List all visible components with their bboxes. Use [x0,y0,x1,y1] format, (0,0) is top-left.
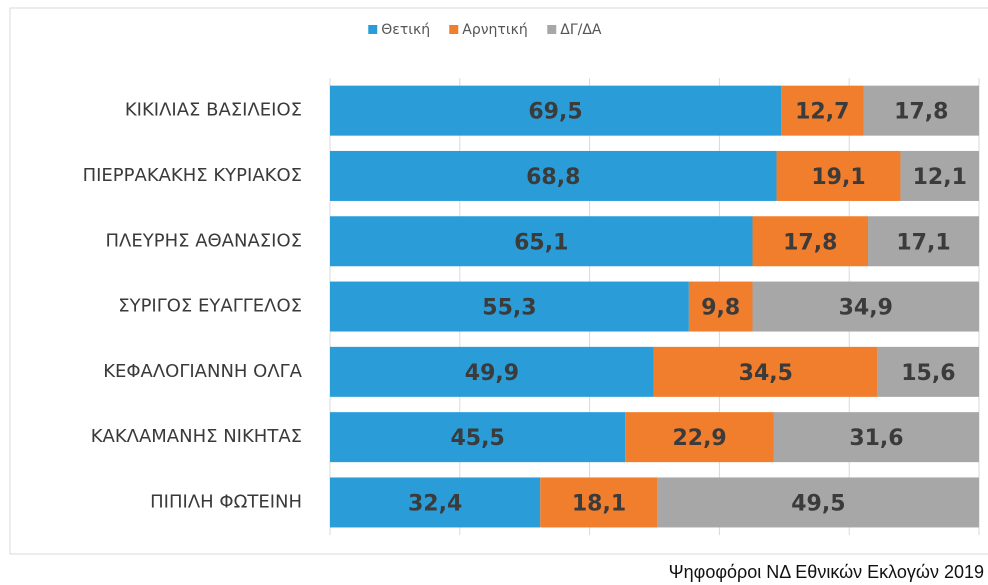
bar-segment [868,216,979,267]
data-label: 45,5 [451,426,505,451]
legend-swatch [368,25,378,34]
bar-segment [657,477,979,528]
bar-segment [752,216,869,267]
category-label: ΠΛΕΥΡΗΣ ΑΘΑΝΑΣΙΟΣ [106,230,303,251]
bar-segment [776,150,901,201]
bar-segment [330,477,541,528]
bar-segment [863,85,979,136]
bar-segment [900,150,979,201]
category-label: ΚΙΚΙΛΙΑΣ ΒΑΣΙΛΕΙΟΣ [125,100,302,121]
bar-segment [773,412,979,463]
data-label: 34,5 [739,361,793,386]
data-label: 18,1 [572,491,626,516]
data-label: 49,9 [465,361,519,386]
legend-label: ΔΓ/ΔΑ [560,22,602,38]
legend-swatch [547,25,557,34]
data-label: 69,5 [528,100,582,125]
category-label: ΣΥΡΙΓΟΣ ΕΥΑΓΓΕΛΟΣ [118,296,302,317]
category-label: ΠΙΕΡΡΑΚΑΚΗΣ ΚΥΡΙΑΚΟΣ [83,165,302,186]
data-label: 17,8 [894,100,948,125]
category-label: ΚΑΚΛΑΜΑΝΗΣ ΝΙΚΗΤΑΣ [91,426,302,447]
bar-segment [688,281,753,332]
data-label: 22,9 [672,426,726,451]
category-label: ΠΙΠΙΛΗ ΦΩΤΕΙΝΗ [150,491,302,512]
data-label: 34,9 [839,296,893,321]
legend-label: Θετική [381,22,430,38]
data-label: 65,1 [514,230,568,255]
bar-segment [625,412,774,463]
data-label: 9,8 [701,296,740,321]
data-label: 12,1 [913,165,967,190]
data-label: 17,1 [896,230,950,255]
data-label: 31,6 [849,426,903,451]
bar-segment [330,150,777,201]
source-note: Ψηφοφόροι ΝΔ Εθνικών Εκλογών 2019 [669,562,984,582]
data-label: 12,7 [795,100,849,125]
bar-segment [330,412,626,463]
data-label: 32,4 [408,491,462,516]
data-label: 15,6 [901,361,955,386]
bar-segment [330,85,782,136]
bar-segment [540,477,658,528]
legend-swatch [449,25,459,34]
bar-segment [781,85,864,136]
data-label: 19,1 [811,165,865,190]
data-label: 55,3 [482,296,536,321]
bar-segment [330,281,689,332]
bar-segment [752,281,979,332]
bar-segment [877,346,979,397]
category-label: ΚΕΦΑΛΟΓΙΑΝΝΗ ΟΛΓΑ [103,361,302,382]
legend-label: Αρνητική [462,22,527,38]
bar-segment [653,346,878,397]
bar-segment [330,346,654,397]
data-label: 49,5 [791,491,845,516]
bar-segment [330,216,753,267]
data-label: 17,8 [783,230,837,255]
data-label: 68,8 [526,165,580,190]
